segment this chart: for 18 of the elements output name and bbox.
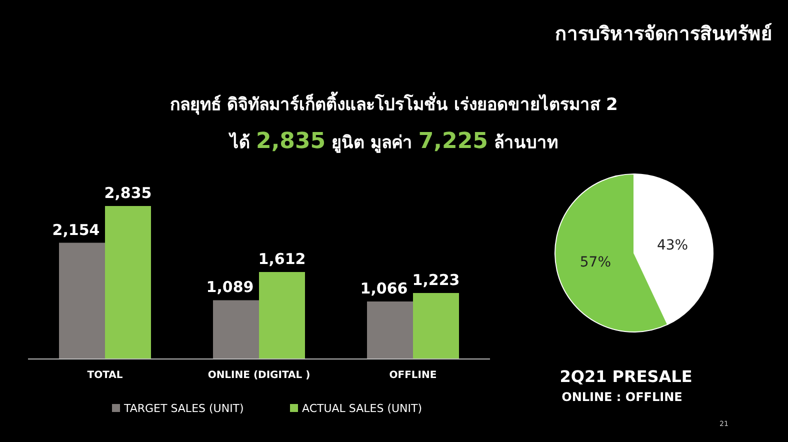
legend-label: TARGET SALES (UNIT) — [123, 402, 244, 415]
x-tick-label: ONLINE (DIGITAL ) — [208, 370, 310, 381]
x-tick-label: TOTAL — [87, 370, 124, 381]
chart-subtitle: กลยุทธ์ ดิจิทัลมาร์เก็ตติ้งและโปรโมชั่น เร่งยอดขายไตรมาส 2 — [170, 91, 618, 115]
data-label: 1,089 — [206, 278, 254, 296]
legend-label: ACTUAL SALES (UNIT) — [302, 402, 422, 415]
data-label: 1,223 — [412, 270, 460, 289]
data-label: 1,066 — [360, 279, 408, 298]
data-label: 2,154 — [52, 220, 100, 239]
text: ONLINE : OFFLINE — [562, 390, 682, 404]
text: ได้ 2,835 ยูนิต มูลค่า 7,225 ล้านบาท — [228, 129, 558, 154]
data-label: 43% — [656, 237, 688, 254]
x-tick-label: OFFLINE — [389, 370, 437, 381]
chart-title: การบริหารจัดการสินทรัพย์ — [555, 23, 772, 45]
data-label: 57% — [580, 254, 612, 271]
data-label: 1,612 — [258, 250, 306, 268]
text: 2Q21 PRESALE — [560, 367, 692, 386]
data-label: 2,835 — [104, 184, 152, 202]
